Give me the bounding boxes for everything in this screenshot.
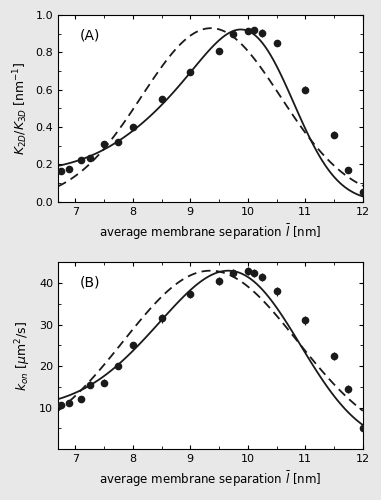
Text: (B): (B)	[79, 276, 100, 289]
Y-axis label: $k_{on}$ [$\mu$m$^2$/s]: $k_{on}$ [$\mu$m$^2$/s]	[14, 320, 34, 391]
Text: (A): (A)	[79, 28, 100, 42]
X-axis label: average membrane separation $\bar{l}$ [nm]: average membrane separation $\bar{l}$ [n…	[99, 222, 322, 242]
Y-axis label: $K_{2D}/K_{3D}$ [nm$^{-1}$]: $K_{2D}/K_{3D}$ [nm$^{-1}$]	[11, 62, 30, 156]
X-axis label: average membrane separation $\bar{l}$ [nm]: average membrane separation $\bar{l}$ [n…	[99, 470, 322, 489]
